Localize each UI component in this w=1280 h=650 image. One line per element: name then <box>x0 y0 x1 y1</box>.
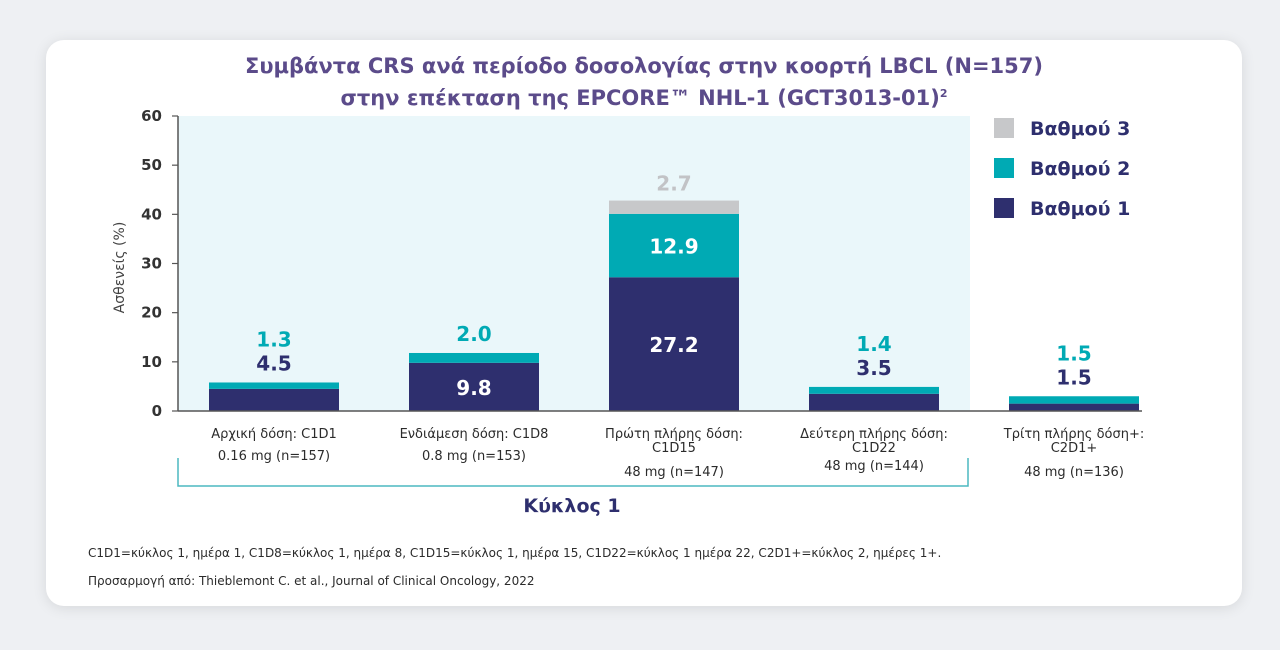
data-label-grade1: 9.8 <box>456 376 491 400</box>
bar-grade2 <box>409 352 539 363</box>
bar-grade2 <box>609 213 739 278</box>
cycle-label: Κύκλος 1 <box>523 495 620 517</box>
data-label-grade1: 1.5 <box>1056 365 1091 389</box>
data-label-grade2: 1.5 <box>1056 341 1091 365</box>
category-label: Πρώτη πλήρης δόση: <box>605 427 743 442</box>
data-label-grade2: 1.3 <box>256 327 291 351</box>
bar-grade2 <box>809 386 939 394</box>
category-label: C2D1+ <box>1051 441 1098 456</box>
category-dose-label: 48 mg (n=144) <box>824 459 924 474</box>
legend-label: Βαθμού 2 <box>1030 158 1130 180</box>
y-tick-label: 10 <box>141 353 162 371</box>
category-label: Αρχική δόση: C1D1 <box>211 427 337 442</box>
category-label: C1D15 <box>652 441 696 456</box>
data-label-grade2: 12.9 <box>649 235 698 259</box>
category-label: Δεύτερη πλήρης δόση: <box>800 427 948 442</box>
bar-grade1 <box>209 388 339 411</box>
y-tick-label: 30 <box>141 255 162 273</box>
footnote-source: Προσαρμογή από: Thieblemont C. et al., J… <box>88 574 535 588</box>
legend-swatch <box>994 158 1014 178</box>
bar-grade1 <box>409 362 539 411</box>
category-label: Ενδιάμεση δόση: C1D8 <box>400 427 549 442</box>
data-label-grade2: 2.0 <box>456 322 491 346</box>
chart-title-line2-text: στην επέκταση της EPCORE™ NHL-1 (GCT3013… <box>340 86 940 110</box>
category-dose-label: 48 mg (n=136) <box>1024 465 1124 480</box>
bar-grade2 <box>1009 396 1139 404</box>
category-dose-label: 48 mg (n=147) <box>624 465 724 480</box>
category-dose-label: 0.16 mg (n=157) <box>218 449 330 464</box>
data-label-grade3: 2.7 <box>656 172 691 196</box>
legend-swatch <box>994 198 1014 218</box>
category-label: C1D22 <box>852 441 896 456</box>
y-tick-label: 20 <box>141 304 162 322</box>
legend-label: Βαθμού 3 <box>1030 118 1130 140</box>
bar-grade2 <box>209 382 339 389</box>
plot-area <box>178 116 970 411</box>
chart-title: Συμβάντα CRS ανά περίοδο δοσολογίας στην… <box>46 52 1242 112</box>
data-label-grade2: 1.4 <box>856 332 891 356</box>
bar-grade1 <box>1009 403 1139 411</box>
chart-title-line2: στην επέκταση της EPCORE™ NHL-1 (GCT3013… <box>46 80 1242 112</box>
bar-grade3 <box>609 200 739 214</box>
data-label-grade1: 3.5 <box>856 356 891 380</box>
legend-label: Βαθμού 1 <box>1030 198 1130 220</box>
y-tick-label: 60 <box>141 107 162 125</box>
data-label-grade1: 4.5 <box>256 351 291 375</box>
category-label: Τρίτη πλήρης δόση+: <box>1003 427 1144 442</box>
legend-swatch <box>994 118 1014 138</box>
bar-grade1 <box>609 277 739 411</box>
title-reference: 2 <box>939 87 948 100</box>
data-label-grade1: 27.2 <box>649 333 698 357</box>
y-tick-label: 0 <box>152 402 162 420</box>
category-dose-label: 0.8 mg (n=153) <box>422 449 526 464</box>
y-tick-label: 40 <box>141 205 162 223</box>
footnote-abbreviations: C1D1=κύκλος 1, ημέρα 1, C1D8=κύκλος 1, η… <box>88 546 942 560</box>
y-tick-label: 50 <box>141 156 162 174</box>
cycle-bracket <box>177 458 969 487</box>
bar-grade1 <box>809 393 939 411</box>
chart-title-line1: Συμβάντα CRS ανά περίοδο δοσολογίας στην… <box>245 54 1043 78</box>
y-axis-title: Ασθενείς (%) <box>112 222 128 314</box>
